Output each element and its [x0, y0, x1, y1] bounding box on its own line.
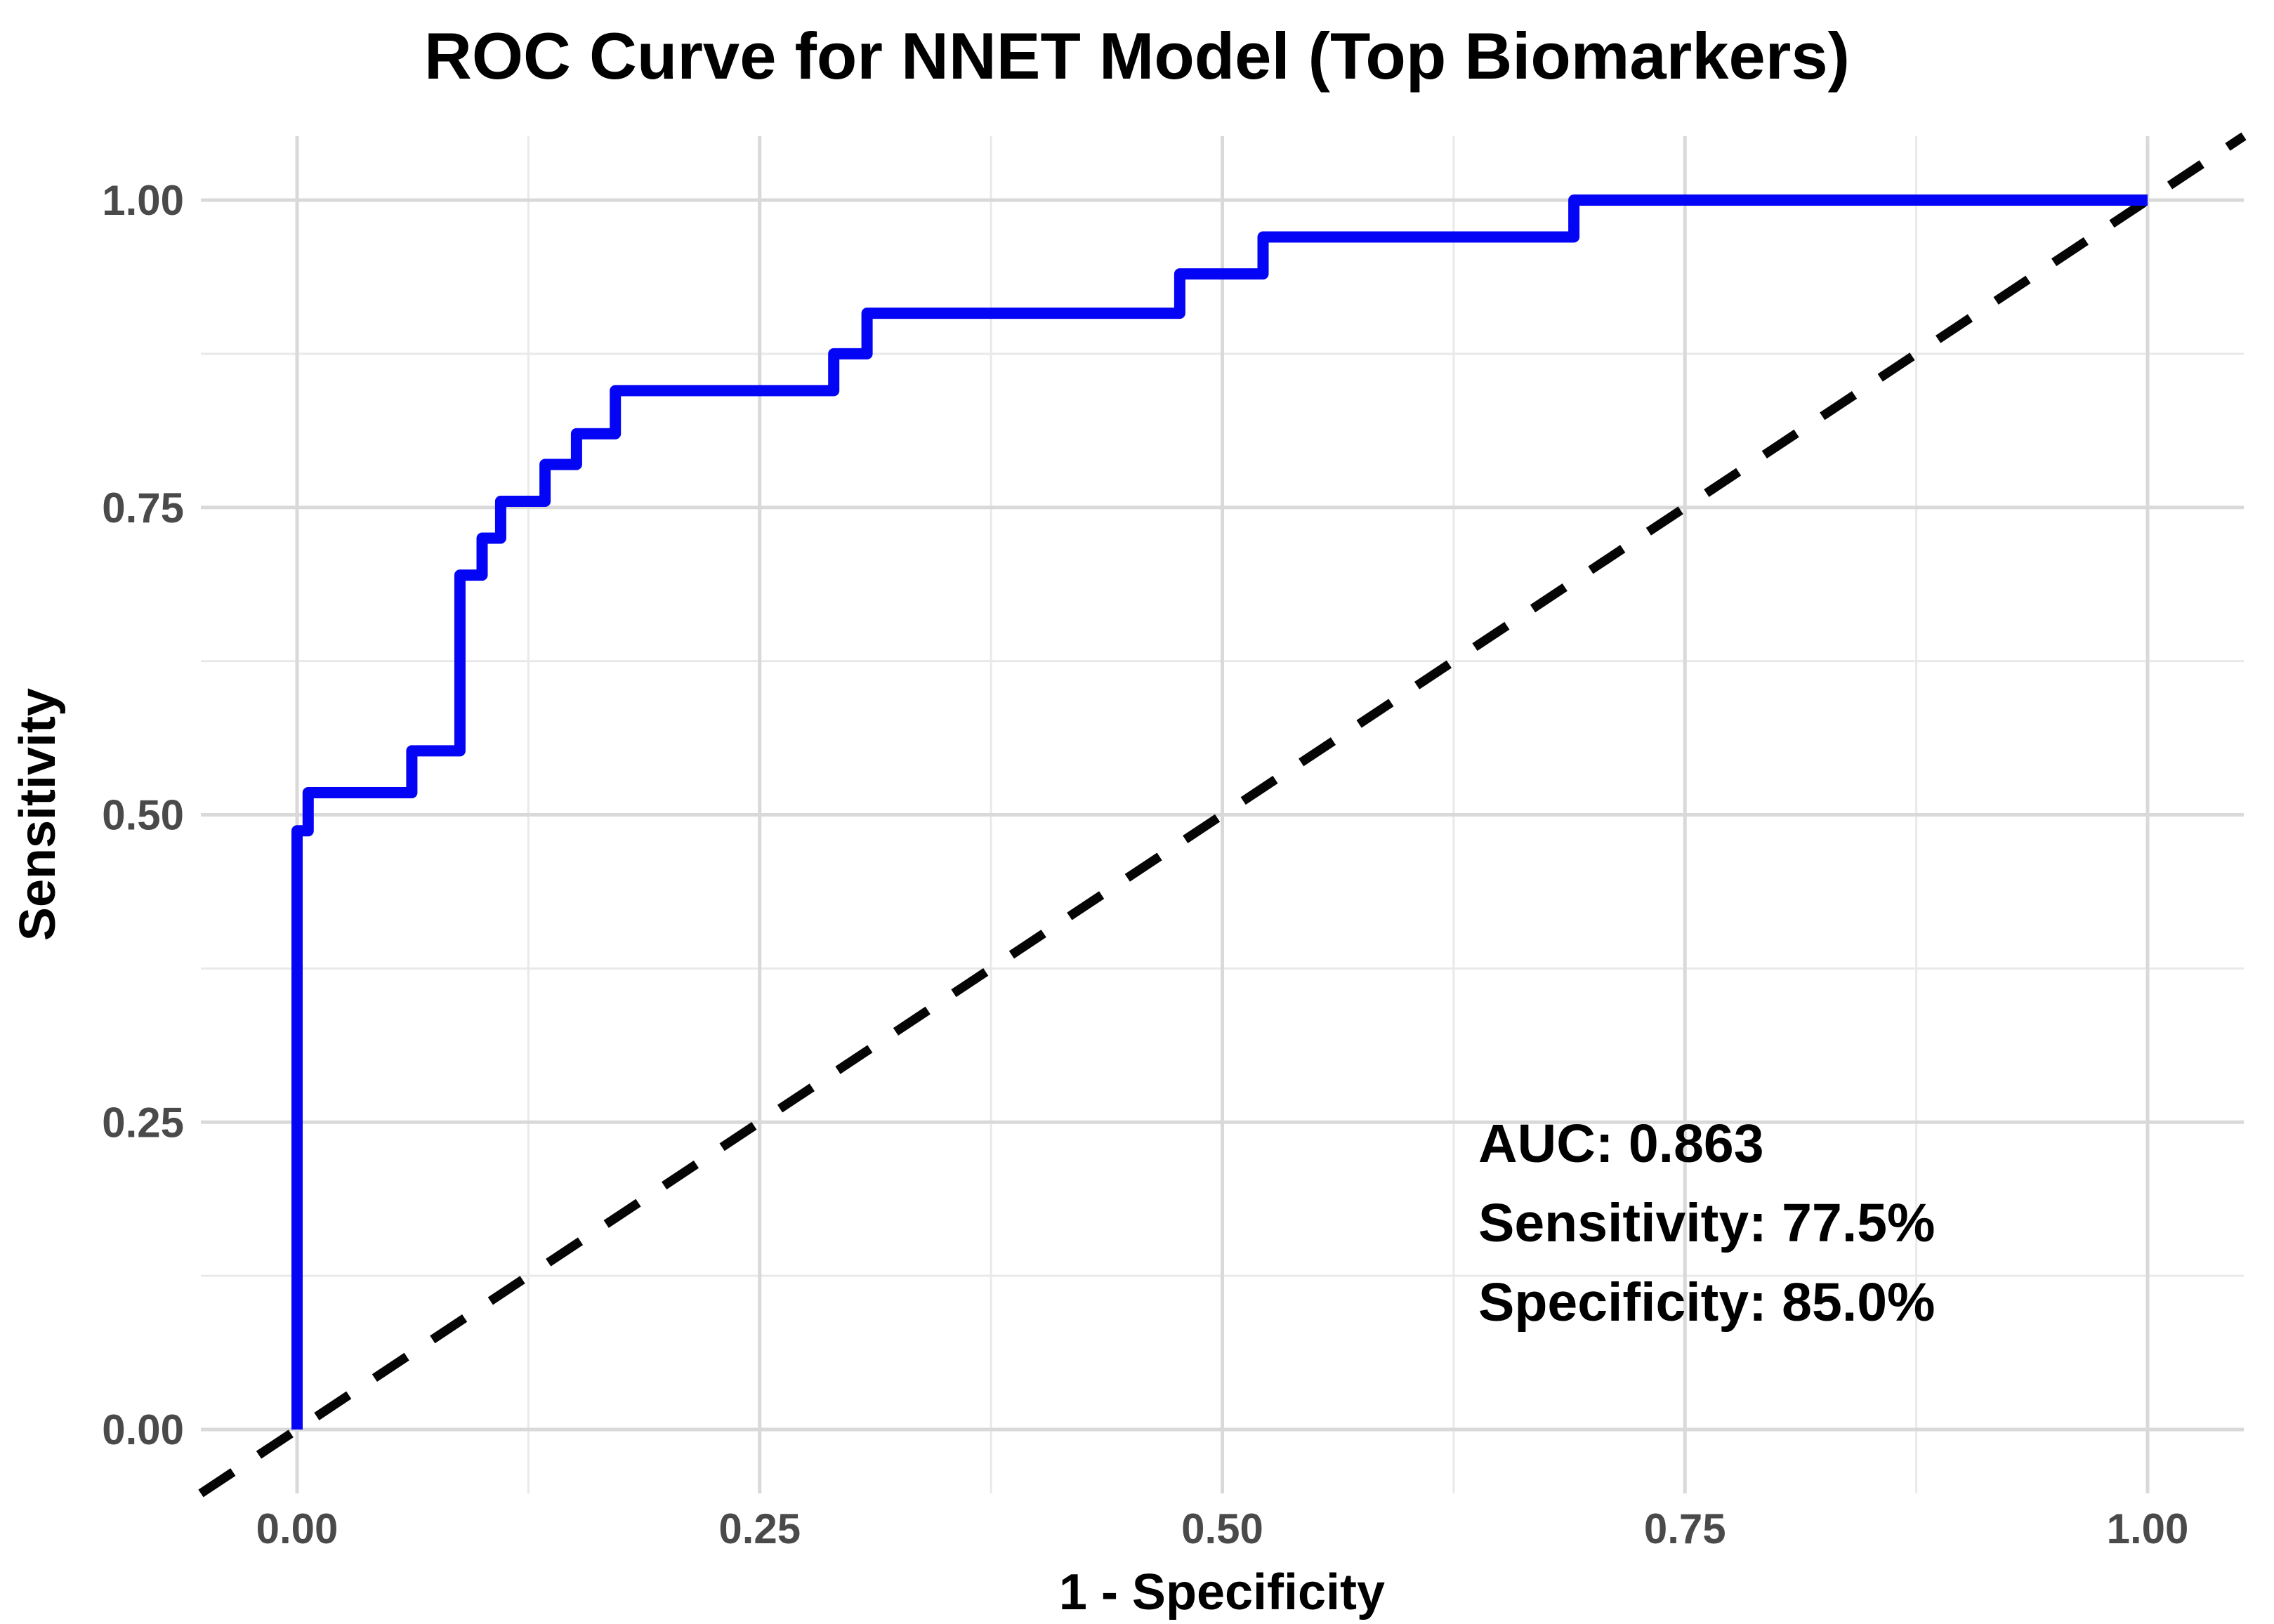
auc-value-text: AUC: 0.863	[1478, 1114, 1764, 1174]
y-axis-title: Sensitivity	[10, 688, 66, 941]
roc-curve-line	[291, 194, 2148, 1430]
metrics-annotation: AUC: 0.863 Sensitivity: 77.5% Specificit…	[1478, 1114, 1935, 1333]
x-axis-tick-labels: 0.00 0.25 0.50 0.75 1.00	[256, 1505, 2189, 1552]
x-tick-label-0.00: 0.00	[256, 1505, 339, 1552]
x-tick-label-1.00: 1.00	[2107, 1505, 2189, 1552]
chance-diagonal-line	[198, 132, 2247, 1498]
x-axis-title: 1 - Specificity	[1059, 1564, 1385, 1620]
chart-title: ROC Curve for NNET Model (Top Biomarkers…	[424, 19, 1850, 93]
y-tick-label-0.50: 0.50	[102, 792, 184, 839]
x-tick-label-0.25: 0.25	[718, 1505, 801, 1552]
specificity-value-text: Specificity: 85.0%	[1478, 1272, 1935, 1333]
sensitivity-value-text: Sensitivity: 77.5%	[1478, 1193, 1935, 1253]
y-axis-tick-labels: 0.00 0.25 0.50 0.75 1.00	[102, 177, 184, 1453]
x-tick-label-0.50: 0.50	[1181, 1505, 1263, 1552]
y-tick-label-1.00: 1.00	[102, 177, 184, 224]
y-tick-label-0.75: 0.75	[102, 484, 184, 532]
y-tick-label-0.00: 0.00	[102, 1406, 184, 1453]
y-tick-label-0.25: 0.25	[102, 1099, 184, 1146]
x-tick-label-0.75: 0.75	[1644, 1505, 1726, 1552]
major-gridlines	[201, 136, 2244, 1493]
